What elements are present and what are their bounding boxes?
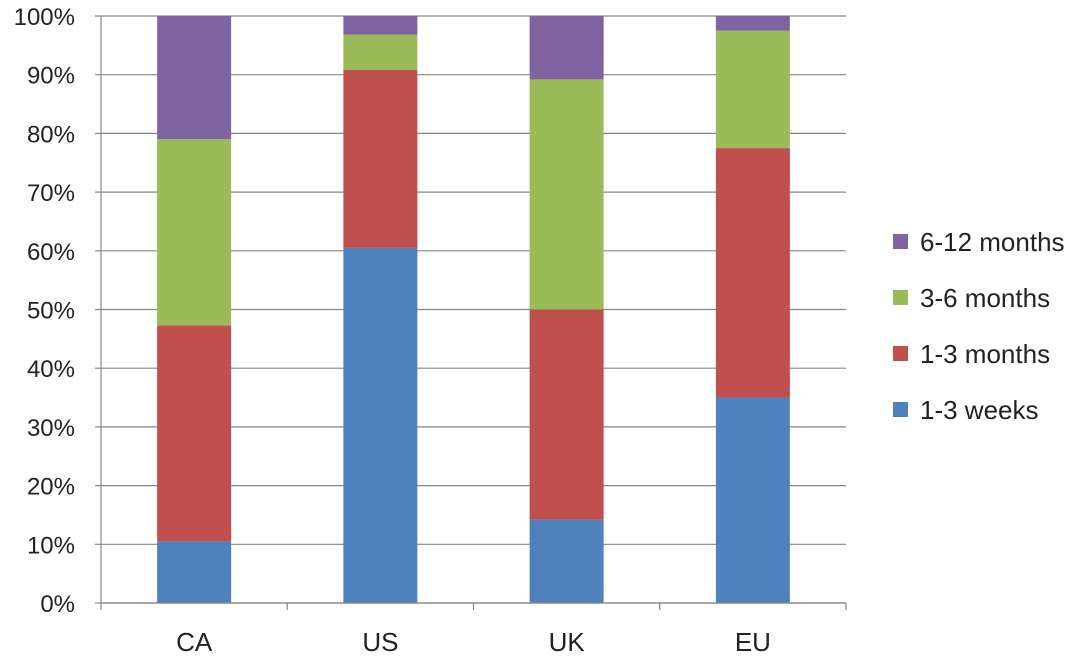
y-tick-label: 70% [27,180,75,207]
bar-segment [715,397,790,603]
bar-segment [529,16,604,80]
bar-segment [343,247,418,604]
x-tick-label: EU [735,627,771,657]
legend-label: 1-3 months [920,339,1050,369]
y-tick-label: 0% [40,591,75,618]
x-tick-label: UK [549,627,586,657]
bar-segment [157,541,232,603]
bar-segment [529,79,604,310]
y-tick-label: 10% [27,532,75,559]
axes: 0% 10% 20% 30% 40% 50% 60% 70% 80% 90% 100% CA US UK E… [14,4,847,657]
x-tick-label: CA [176,627,213,657]
y-tick-label: 80% [27,121,75,148]
bar-segment [157,139,232,326]
legend-label: 1-3 weeks [920,395,1039,425]
y-tick-label: 100% [14,4,75,31]
bar-segment [715,16,790,31]
y-tick-label: 50% [27,298,75,325]
bar-segment [529,309,604,520]
y-tick-label: 40% [27,356,75,383]
legend-swatch [893,346,908,361]
legend-label: 3-6 months [920,283,1050,313]
y-tick-label: 60% [27,239,75,266]
y-tick-label: 90% [27,63,75,90]
bar-segment [343,16,418,35]
legend-swatch [893,234,908,249]
bar-segment [343,34,418,71]
bar-segment [157,16,232,140]
x-tick-label: US [362,627,398,657]
legend: 6-12 months 3-6 months 1-3 months 1-3 weeks [893,227,1065,425]
bar-segment [529,519,604,603]
y-tick-label: 20% [27,474,75,501]
bar-segment [343,70,418,248]
bar-segment [715,30,790,149]
bar-segment [157,325,232,542]
bars [157,16,790,604]
legend-swatch [893,402,908,417]
bar-segment [715,148,790,398]
legend-swatch [893,290,908,305]
legend-label: 6-12 months [920,227,1065,257]
y-tick-label: 30% [27,415,75,442]
